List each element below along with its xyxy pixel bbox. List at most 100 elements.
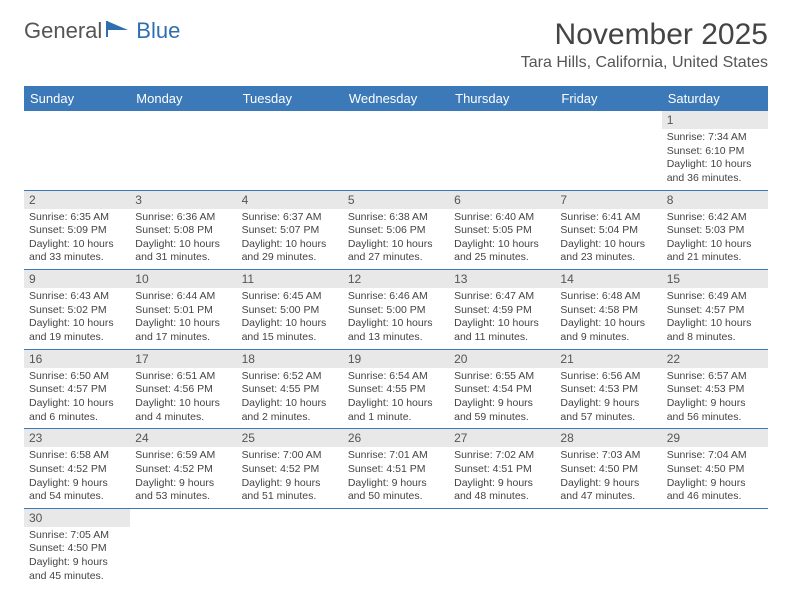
- day-number: 29: [662, 429, 768, 447]
- dow-header: Friday: [555, 86, 661, 111]
- calendar-cell: 15Sunrise: 6:49 AMSunset: 4:57 PMDayligh…: [662, 270, 768, 350]
- day-number: 6: [449, 191, 555, 209]
- day-number: 9: [24, 270, 130, 288]
- day-details: Sunrise: 6:44 AMSunset: 5:01 PMDaylight:…: [130, 288, 236, 349]
- dow-header: Sunday: [24, 86, 130, 111]
- day-details: Sunrise: 7:03 AMSunset: 4:50 PMDaylight:…: [555, 447, 661, 508]
- calendar-cell: 29Sunrise: 7:04 AMSunset: 4:50 PMDayligh…: [662, 429, 768, 509]
- day-details: Sunrise: 6:59 AMSunset: 4:52 PMDaylight:…: [130, 447, 236, 508]
- dow-header: Saturday: [662, 86, 768, 111]
- dow-header: Monday: [130, 86, 236, 111]
- calendar-cell: 10Sunrise: 6:44 AMSunset: 5:01 PMDayligh…: [130, 270, 236, 350]
- calendar-cell: 26Sunrise: 7:01 AMSunset: 4:51 PMDayligh…: [343, 429, 449, 509]
- calendar-cell: 30Sunrise: 7:05 AMSunset: 4:50 PMDayligh…: [24, 508, 130, 587]
- calendar-cell: 16Sunrise: 6:50 AMSunset: 4:57 PMDayligh…: [24, 349, 130, 429]
- day-details: Sunrise: 6:45 AMSunset: 5:00 PMDaylight:…: [237, 288, 343, 349]
- day-details: Sunrise: 6:37 AMSunset: 5:07 PMDaylight:…: [237, 209, 343, 270]
- logo-flag-icon: [104, 18, 134, 44]
- day-number: 5: [343, 191, 449, 209]
- day-number: 30: [24, 509, 130, 527]
- day-number: 11: [237, 270, 343, 288]
- day-number: 21: [555, 350, 661, 368]
- day-details: Sunrise: 6:49 AMSunset: 4:57 PMDaylight:…: [662, 288, 768, 349]
- calendar-cell-empty: [555, 111, 661, 190]
- calendar-cell-empty: [449, 508, 555, 587]
- day-details: Sunrise: 6:48 AMSunset: 4:58 PMDaylight:…: [555, 288, 661, 349]
- calendar-cell: 1Sunrise: 7:34 AMSunset: 6:10 PMDaylight…: [662, 111, 768, 190]
- calendar-cell: 9Sunrise: 6:43 AMSunset: 5:02 PMDaylight…: [24, 270, 130, 350]
- calendar-cell-empty: [24, 111, 130, 190]
- logo: General Blue: [24, 18, 180, 44]
- calendar-cell: 4Sunrise: 6:37 AMSunset: 5:07 PMDaylight…: [237, 190, 343, 270]
- calendar-cell: 8Sunrise: 6:42 AMSunset: 5:03 PMDaylight…: [662, 190, 768, 270]
- day-number: 24: [130, 429, 236, 447]
- calendar-cell: 18Sunrise: 6:52 AMSunset: 4:55 PMDayligh…: [237, 349, 343, 429]
- day-number: 17: [130, 350, 236, 368]
- calendar-cell: 28Sunrise: 7:03 AMSunset: 4:50 PMDayligh…: [555, 429, 661, 509]
- calendar-cell: 21Sunrise: 6:56 AMSunset: 4:53 PMDayligh…: [555, 349, 661, 429]
- day-details: Sunrise: 6:55 AMSunset: 4:54 PMDaylight:…: [449, 368, 555, 429]
- day-number: 3: [130, 191, 236, 209]
- day-number: 12: [343, 270, 449, 288]
- calendar-cell: 14Sunrise: 6:48 AMSunset: 4:58 PMDayligh…: [555, 270, 661, 350]
- day-number: 10: [130, 270, 236, 288]
- calendar-cell: 2Sunrise: 6:35 AMSunset: 5:09 PMDaylight…: [24, 190, 130, 270]
- calendar-cell: 6Sunrise: 6:40 AMSunset: 5:05 PMDaylight…: [449, 190, 555, 270]
- day-details: Sunrise: 6:51 AMSunset: 4:56 PMDaylight:…: [130, 368, 236, 429]
- day-details: Sunrise: 7:00 AMSunset: 4:52 PMDaylight:…: [237, 447, 343, 508]
- day-number: 23: [24, 429, 130, 447]
- day-details: Sunrise: 6:35 AMSunset: 5:09 PMDaylight:…: [24, 209, 130, 270]
- day-details: Sunrise: 6:46 AMSunset: 5:00 PMDaylight:…: [343, 288, 449, 349]
- day-details: Sunrise: 6:36 AMSunset: 5:08 PMDaylight:…: [130, 209, 236, 270]
- day-number: 4: [237, 191, 343, 209]
- day-number: 2: [24, 191, 130, 209]
- calendar-cell-empty: [662, 508, 768, 587]
- calendar-cell: 7Sunrise: 6:41 AMSunset: 5:04 PMDaylight…: [555, 190, 661, 270]
- day-details: Sunrise: 6:57 AMSunset: 4:53 PMDaylight:…: [662, 368, 768, 429]
- day-details: Sunrise: 6:50 AMSunset: 4:57 PMDaylight:…: [24, 368, 130, 429]
- day-number: 13: [449, 270, 555, 288]
- calendar-cell: 19Sunrise: 6:54 AMSunset: 4:55 PMDayligh…: [343, 349, 449, 429]
- calendar-cell-empty: [343, 111, 449, 190]
- day-number: 18: [237, 350, 343, 368]
- day-number: 27: [449, 429, 555, 447]
- calendar-cell: 17Sunrise: 6:51 AMSunset: 4:56 PMDayligh…: [130, 349, 236, 429]
- calendar-cell-empty: [237, 111, 343, 190]
- calendar-cell: 13Sunrise: 6:47 AMSunset: 4:59 PMDayligh…: [449, 270, 555, 350]
- calendar-cell: 23Sunrise: 6:58 AMSunset: 4:52 PMDayligh…: [24, 429, 130, 509]
- day-number: 15: [662, 270, 768, 288]
- dow-header: Thursday: [449, 86, 555, 111]
- day-details: Sunrise: 7:04 AMSunset: 4:50 PMDaylight:…: [662, 447, 768, 508]
- calendar-cell-empty: [555, 508, 661, 587]
- calendar-cell-empty: [237, 508, 343, 587]
- day-details: Sunrise: 6:42 AMSunset: 5:03 PMDaylight:…: [662, 209, 768, 270]
- calendar-cell: 27Sunrise: 7:02 AMSunset: 4:51 PMDayligh…: [449, 429, 555, 509]
- calendar-cell-empty: [343, 508, 449, 587]
- day-details: Sunrise: 6:54 AMSunset: 4:55 PMDaylight:…: [343, 368, 449, 429]
- month-title: November 2025: [521, 18, 768, 52]
- logo-word1: General: [24, 18, 102, 44]
- day-details: Sunrise: 6:40 AMSunset: 5:05 PMDaylight:…: [449, 209, 555, 270]
- day-number: 22: [662, 350, 768, 368]
- calendar-cell-empty: [130, 111, 236, 190]
- day-details: Sunrise: 7:34 AMSunset: 6:10 PMDaylight:…: [662, 129, 768, 190]
- calendar-cell: 20Sunrise: 6:55 AMSunset: 4:54 PMDayligh…: [449, 349, 555, 429]
- day-details: Sunrise: 7:05 AMSunset: 4:50 PMDaylight:…: [24, 527, 130, 588]
- day-details: Sunrise: 6:58 AMSunset: 4:52 PMDaylight:…: [24, 447, 130, 508]
- calendar-cell: 25Sunrise: 7:00 AMSunset: 4:52 PMDayligh…: [237, 429, 343, 509]
- logo-word2: Blue: [136, 18, 180, 44]
- calendar-cell-empty: [449, 111, 555, 190]
- day-number: 28: [555, 429, 661, 447]
- day-details: Sunrise: 6:52 AMSunset: 4:55 PMDaylight:…: [237, 368, 343, 429]
- day-details: Sunrise: 6:43 AMSunset: 5:02 PMDaylight:…: [24, 288, 130, 349]
- day-number: 20: [449, 350, 555, 368]
- calendar-cell: 3Sunrise: 6:36 AMSunset: 5:08 PMDaylight…: [130, 190, 236, 270]
- location-text: Tara Hills, California, United States: [521, 54, 768, 72]
- calendar-cell: 12Sunrise: 6:46 AMSunset: 5:00 PMDayligh…: [343, 270, 449, 350]
- calendar-cell: 22Sunrise: 6:57 AMSunset: 4:53 PMDayligh…: [662, 349, 768, 429]
- day-details: Sunrise: 7:01 AMSunset: 4:51 PMDaylight:…: [343, 447, 449, 508]
- day-details: Sunrise: 6:38 AMSunset: 5:06 PMDaylight:…: [343, 209, 449, 270]
- day-number: 19: [343, 350, 449, 368]
- day-details: Sunrise: 6:47 AMSunset: 4:59 PMDaylight:…: [449, 288, 555, 349]
- calendar-cell: 5Sunrise: 6:38 AMSunset: 5:06 PMDaylight…: [343, 190, 449, 270]
